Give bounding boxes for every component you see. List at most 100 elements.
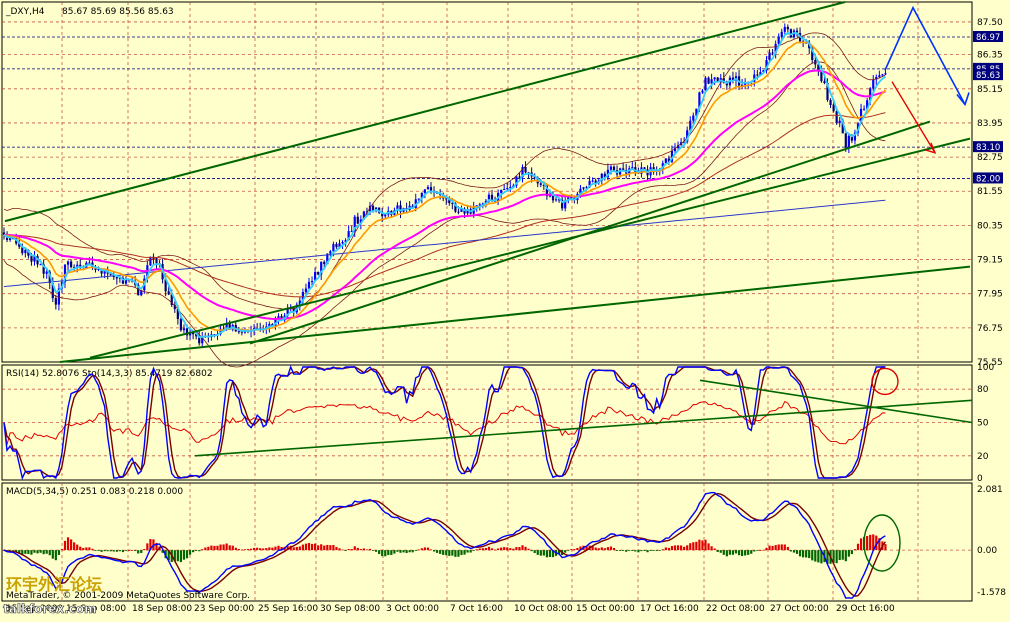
candle-body (713, 77, 716, 80)
candle-body (70, 261, 73, 268)
price-tick-label: 83.95 (977, 119, 1003, 129)
macd-histogram-bar (795, 550, 799, 554)
macd-histogram-bar (771, 545, 774, 551)
macd-histogram-bar (789, 550, 792, 552)
candle-body (774, 43, 777, 54)
candle-body (371, 205, 375, 211)
price-tick-label: 77.95 (977, 290, 1003, 300)
macd-histogram-bar (603, 548, 606, 551)
macd-histogram-bar (48, 550, 51, 556)
candle-body (304, 288, 308, 293)
candle-body (268, 324, 271, 327)
candle-body (506, 188, 509, 190)
price-pane[interactable]: _DXY,H4 85.67 85.69 85.56 85.63 (1, 1, 973, 363)
sma200-line (3, 199, 886, 288)
macd-histogram-bar (426, 547, 430, 551)
macd-histogram-bar (393, 550, 396, 554)
osc-tick-label: 50 (977, 419, 989, 429)
candle-body (9, 238, 12, 240)
candle-body (771, 52, 774, 54)
macd-histogram-bar (387, 550, 390, 556)
candle-body (838, 120, 841, 124)
candle-body (518, 176, 521, 178)
candle-body (344, 240, 347, 243)
candle-body (445, 198, 448, 200)
macd-histogram-bar (719, 550, 722, 553)
macd-histogram-bar (725, 550, 728, 557)
macd-histogram-bar (94, 550, 97, 551)
trendline (89, 137, 971, 359)
macd-histogram-bar (338, 548, 341, 551)
candle-body (521, 167, 524, 178)
candle-body (167, 291, 170, 295)
candle-body (76, 264, 79, 268)
price-tick-label: 87.50 (977, 18, 1003, 28)
macd-histogram-bar (121, 550, 125, 553)
time-tick-label: 23 Sep 00:00 (194, 604, 254, 614)
price-tag (973, 62, 1003, 74)
candle-body (329, 251, 332, 254)
price-tick-label: 85.15 (977, 85, 1003, 95)
time-tick-label: 15 Sep 2000 (6, 604, 63, 614)
macd-histogram-bar (802, 550, 805, 558)
macd-histogram-bar (655, 550, 658, 551)
candle-body (686, 130, 689, 142)
macd-histogram-bar (487, 546, 491, 551)
macd-histogram-bar (314, 543, 317, 551)
macd-histogram-bar (131, 549, 134, 551)
macd-histogram-bar (808, 550, 811, 559)
candle-body (545, 185, 548, 197)
candle-body (454, 203, 457, 212)
macd-histogram-bar (310, 543, 314, 551)
macd-histogram-bar (683, 546, 686, 551)
macd-histogram-bar (192, 550, 195, 553)
macd-histogram-bar (619, 550, 622, 551)
macd-histogram-bar (161, 550, 164, 553)
candle-body (307, 281, 311, 289)
candle-body (783, 26, 786, 32)
macd-histogram-bar (201, 549, 204, 551)
candle-body (118, 277, 121, 279)
macd-histogram-bar (545, 550, 548, 558)
candle-body (811, 48, 814, 61)
candle-body (588, 180, 591, 188)
candle-body (567, 197, 570, 201)
macd-histogram-bar (54, 550, 57, 561)
macd-histogram-bar (597, 548, 600, 551)
candle-body (176, 309, 179, 319)
macd-histogram-bar (856, 543, 860, 551)
macd-histogram-bar (631, 550, 634, 551)
macd-histogram-bar (524, 546, 527, 551)
candle-body (548, 195, 552, 197)
candle-body (237, 331, 240, 333)
macd-histogram-bar (704, 539, 707, 551)
macd-histogram-bar (304, 543, 308, 551)
macd-histogram-bar (384, 550, 387, 557)
candle-body (51, 283, 54, 299)
candle-body (356, 216, 359, 224)
candle-body (109, 273, 112, 275)
macd-histogram-bar (643, 550, 646, 551)
rsi-line (3, 400, 886, 445)
macd-histogram-bar (63, 540, 67, 551)
watermark-logo: 环宇外汇论坛 (6, 575, 102, 594)
candle-body (698, 92, 701, 109)
candle-body (878, 75, 881, 77)
candle-body (524, 167, 527, 173)
candle-body (381, 212, 384, 217)
macd-histogram-bar (216, 545, 219, 551)
macd-histogram-bar (73, 542, 76, 551)
macd-histogram-bar (176, 550, 179, 562)
candle-body (695, 108, 698, 116)
candle-body (741, 84, 744, 86)
macd-histogram-bar (869, 534, 872, 551)
macd-histogram-bar (783, 544, 786, 551)
macd-histogram-bar (707, 543, 710, 551)
macd-histogram-bar (680, 545, 683, 551)
candle-body (609, 166, 613, 170)
candle-body (554, 199, 558, 201)
macd-histogram-bar (329, 545, 332, 551)
macd-histogram-bar (350, 549, 353, 551)
macd-histogram-bar (320, 544, 323, 551)
macd-histogram-bar (103, 550, 106, 552)
